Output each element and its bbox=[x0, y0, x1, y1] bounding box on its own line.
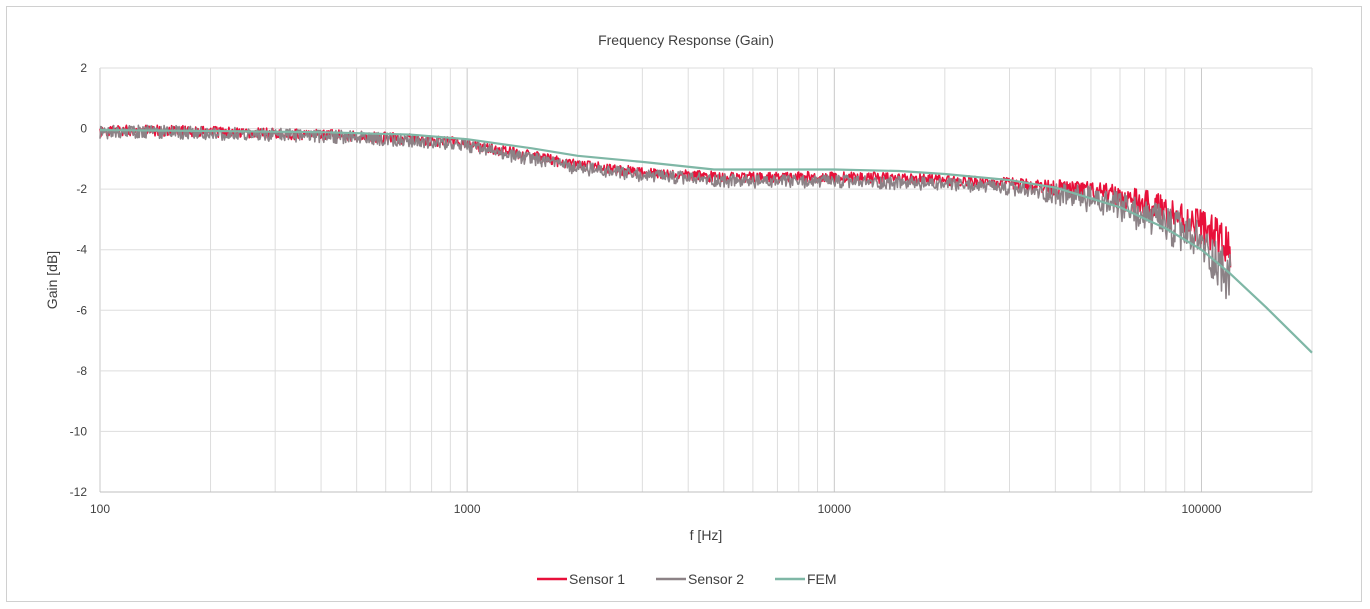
x-tick-label: 100 bbox=[90, 502, 110, 516]
y-tick-label: -6 bbox=[76, 303, 87, 317]
y-axis-title: Gain [dB] bbox=[44, 251, 60, 309]
y-tick-label: -4 bbox=[76, 243, 87, 257]
y-tick-label: -10 bbox=[70, 424, 88, 438]
legend-label-sensor-1: Sensor 1 bbox=[569, 571, 625, 587]
x-tick-label: 1000 bbox=[454, 502, 481, 516]
y-tick-label: -12 bbox=[70, 485, 88, 499]
chart-frame bbox=[6, 6, 1362, 602]
y-tick-label: 0 bbox=[80, 122, 87, 136]
series-line-sensor-2 bbox=[99, 124, 1232, 300]
x-tick-label: 10000 bbox=[818, 502, 852, 516]
y-tick-label: -2 bbox=[76, 182, 87, 196]
legend-label-fem: FEM bbox=[807, 571, 837, 587]
series-layer bbox=[99, 124, 1313, 354]
x-tick-label: 100000 bbox=[1181, 502, 1221, 516]
chart-title: Frequency Response (Gain) bbox=[598, 32, 774, 48]
series-line-fem bbox=[99, 129, 1313, 354]
legend: Sensor 1 Sensor 2 FEM bbox=[537, 571, 837, 587]
x-axis-title: f [Hz] bbox=[690, 527, 723, 543]
y-tick-label: 2 bbox=[80, 61, 87, 75]
legend-label-sensor-2: Sensor 2 bbox=[688, 571, 744, 587]
y-tick-label: -8 bbox=[76, 364, 87, 378]
